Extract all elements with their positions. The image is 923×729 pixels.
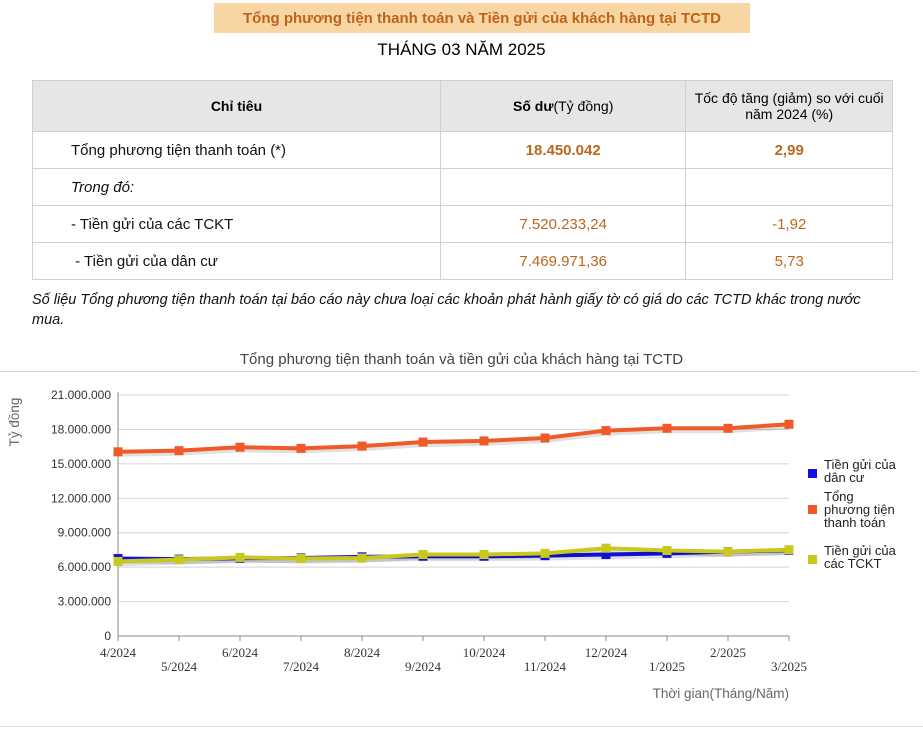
legend-label: dân cư xyxy=(824,470,865,485)
data-point xyxy=(540,548,550,558)
x-tick-label: 2/2025 xyxy=(710,645,746,660)
data-point xyxy=(601,426,611,436)
data-point xyxy=(174,446,184,456)
header-balance: Số dư(Tỷ đồng) xyxy=(439,80,687,132)
data-point xyxy=(784,419,794,429)
data-point xyxy=(113,447,123,457)
data-point xyxy=(418,550,428,560)
legend-label: phương tiện xyxy=(824,502,895,517)
x-axis-label: Thời gian(Tháng/Năm) xyxy=(653,686,789,701)
data-point xyxy=(601,543,611,553)
row-balance xyxy=(439,168,687,206)
header-balance-unit: (Tỷ đồng) xyxy=(553,98,614,114)
data-point xyxy=(113,556,123,566)
x-tick-label: 6/2024 xyxy=(222,645,259,660)
legend-label: Tiền gửi của xyxy=(824,457,897,472)
row-balance: 7.520.233,24 xyxy=(439,205,687,243)
data-point xyxy=(479,550,489,560)
row-label: - Tiền gửi của dân cư xyxy=(32,242,441,280)
summary-table: Chỉ tiêu Số dư(Tỷ đồng) Tốc độ tăng (giả… xyxy=(32,80,893,280)
x-tick-label: 1/2025 xyxy=(649,659,685,674)
data-point xyxy=(662,423,672,433)
y-tick-label: 18.000.000 xyxy=(51,422,111,436)
y-tick-label: 15.000.000 xyxy=(51,457,111,471)
y-tick-label: 3.000.000 xyxy=(58,595,112,609)
legend-label: Tổng xyxy=(824,489,854,504)
x-tick-label: 3/2025 xyxy=(771,659,807,674)
row-balance: 18.450.042 xyxy=(439,131,687,169)
x-tick-label: 9/2024 xyxy=(405,659,442,674)
data-point xyxy=(296,443,306,453)
y-tick-label: 0 xyxy=(104,629,111,643)
row-growth: -1,92 xyxy=(685,205,893,243)
row-label: Tổng phương tiện thanh toán (*) xyxy=(32,131,441,169)
row-label: Trong đó: xyxy=(32,168,441,206)
legend-swatch xyxy=(808,505,817,514)
divider xyxy=(0,371,918,372)
report-title: Tổng phương tiện thanh toán và Tiền gửi … xyxy=(214,3,750,33)
series-line-shadow xyxy=(117,551,790,565)
table-row: Trong đó: xyxy=(32,168,893,206)
legend-label: thanh toán xyxy=(824,515,885,530)
report-period: THÁNG 03 NĂM 2025 xyxy=(377,40,546,59)
x-tick-label: 5/2024 xyxy=(161,659,198,674)
data-point xyxy=(235,552,245,562)
data-point xyxy=(723,547,733,557)
series-line xyxy=(117,422,790,454)
row-balance: 7.469.971,36 xyxy=(439,242,687,280)
plot-area xyxy=(118,395,789,636)
legend-swatch xyxy=(808,555,817,564)
data-point xyxy=(357,441,367,451)
x-tick-label: 11/2024 xyxy=(524,659,567,674)
row-growth: 5,73 xyxy=(685,242,893,280)
data-point xyxy=(235,442,245,452)
chart-title: Tổng phương tiện thanh toán và tiền gửi … xyxy=(239,351,684,368)
data-point xyxy=(662,546,672,556)
data-point xyxy=(418,437,428,447)
data-point xyxy=(479,436,489,446)
data-point xyxy=(540,433,550,443)
y-tick-label: 21.000.000 xyxy=(51,388,111,402)
y-tick-label: 9.000.000 xyxy=(58,526,112,540)
table-row: - Tiền gửi của dân cư 7.469.971,36 5,73 xyxy=(32,242,893,280)
x-tick-label: 7/2024 xyxy=(283,659,320,674)
x-tick-label: 8/2024 xyxy=(344,645,381,660)
x-tick-label: 10/2024 xyxy=(463,645,506,660)
legend-label: các TCKT xyxy=(824,556,882,571)
data-point xyxy=(723,423,733,433)
y-tick-label: 12.000.000 xyxy=(51,491,111,505)
series-line-shadow xyxy=(117,549,790,567)
x-tick-label: 4/2024 xyxy=(100,645,137,660)
header-balance-label: Số dư xyxy=(512,98,554,114)
series-line xyxy=(117,546,790,564)
data-point xyxy=(174,555,184,565)
series-line-shadow xyxy=(117,425,790,457)
table-header-row: Chỉ tiêu Số dư(Tỷ đồng) Tốc độ tăng (giả… xyxy=(32,80,893,132)
data-point xyxy=(784,545,794,555)
divider xyxy=(0,726,923,727)
legend-swatch xyxy=(808,469,817,478)
row-growth xyxy=(685,168,893,206)
legend-label: Tiền gửi của xyxy=(824,543,897,558)
header-growth: Tốc độ tăng (giảm) so với cuối năm 2024 … xyxy=(685,80,893,132)
y-axis-label: Tỷ đồng xyxy=(7,398,22,447)
data-point xyxy=(601,550,611,560)
x-tick-label: 12/2024 xyxy=(585,645,628,660)
y-tick-label: 6.000.000 xyxy=(58,560,112,574)
data-point xyxy=(357,553,367,563)
table-row: Tổng phương tiện thanh toán (*) 18.450.0… xyxy=(32,131,893,169)
footnote: Số liệu Tổng phương tiện thanh toán tại … xyxy=(32,292,861,328)
data-point xyxy=(296,554,306,564)
